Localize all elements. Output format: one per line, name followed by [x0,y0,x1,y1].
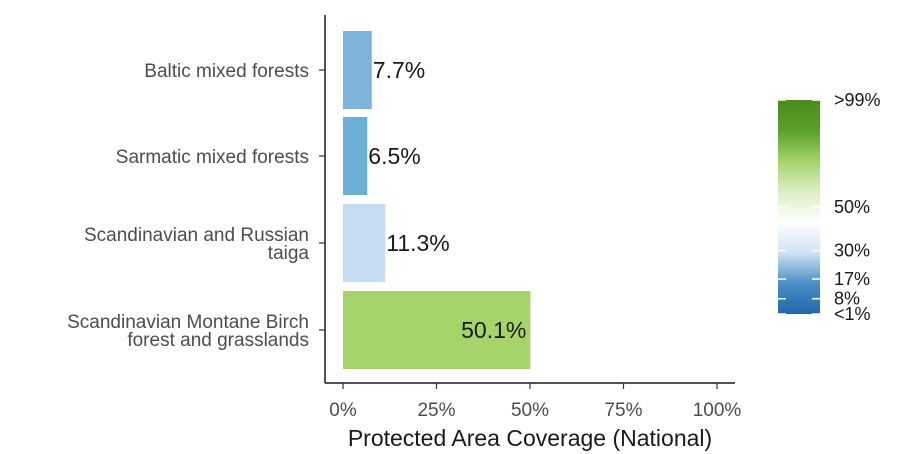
x-tick-label: 50% [511,400,549,421]
x-tick-label: 100% [693,400,742,421]
category-label: taiga [268,243,310,264]
x-axis-title: Protected Area Coverage (National) [348,425,712,451]
bar [343,31,372,109]
x-ticks: 0% 25% 50% 75% 100% [329,383,741,421]
category-label: Scandinavian Montane Birch [67,312,309,333]
bar-value-label: 11.3% [386,230,450,256]
bar [343,117,368,195]
colorbar-label: <1% [834,304,871,324]
x-tick-label: 75% [604,400,642,421]
colorbar-label: 30% [834,241,870,261]
colorbar-label: 50% [834,197,870,217]
bar-value-label: 6.5% [368,143,420,169]
category-labels: Baltic mixed forests Sarmatic mixed fores… [67,61,325,351]
category-label: Sarmatic mixed forests [116,147,309,168]
colorbar-label: >99% [834,90,881,110]
x-tick-label: 0% [329,400,357,421]
category-label: forest and grasslands [127,330,309,351]
category-label: Scandinavian and Russian [84,225,309,246]
x-tick-label: 25% [417,400,455,421]
bar [343,204,386,282]
colorbar-legend: >99% 50% 30% 17%8%<1% [778,90,881,324]
bar [343,291,531,369]
colorbar-label: 8% [834,289,860,309]
bar-value-label: 7.7% [373,57,425,83]
colorbar-label: 17% [834,269,870,289]
category-label: Baltic mixed forests [144,61,309,82]
bar-value-label: 50.1% [461,317,526,343]
bars: 7.7% 6.5% 11.3% 50.1% [343,31,531,369]
